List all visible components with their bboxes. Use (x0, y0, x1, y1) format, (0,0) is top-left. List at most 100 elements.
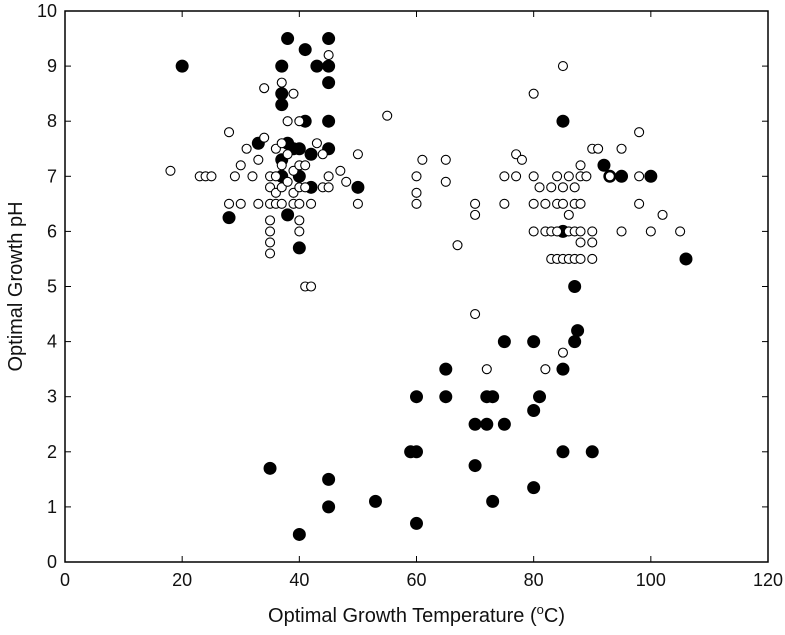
filled-data-point (556, 362, 570, 376)
filled-data-point (439, 362, 453, 376)
filled-data-point (292, 527, 306, 541)
open-data-point (616, 226, 627, 237)
filled-data-point (322, 500, 336, 514)
open-data-point (546, 182, 557, 193)
open-data-point (481, 364, 492, 375)
open-data-point (270, 171, 281, 182)
open-data-point (305, 198, 317, 209)
filled-data-point (322, 472, 336, 486)
filled-data-point (480, 417, 494, 431)
open-data-point (300, 160, 311, 171)
open-data-point (534, 182, 545, 193)
filled-data-point (222, 211, 236, 225)
open-data-point (645, 226, 656, 237)
filled-data-point (281, 32, 295, 46)
filled-data-point (527, 481, 541, 495)
open-data-point (528, 171, 539, 182)
open-data-point (323, 171, 334, 182)
open-data-point (253, 198, 264, 209)
open-data-point (323, 50, 334, 61)
open-data-point (557, 347, 569, 358)
open-data-point (282, 176, 293, 187)
open-data-point (417, 154, 428, 165)
open-data-point (528, 198, 539, 209)
open-data-point (253, 154, 264, 165)
open-data-point (264, 215, 276, 226)
y-tick-label: 9 (47, 56, 57, 76)
open-data-point (569, 182, 580, 193)
open-data-point (675, 226, 686, 237)
open-data-point (581, 171, 592, 182)
open-data-point (288, 88, 299, 99)
filled-data-point (304, 147, 318, 161)
x-tick-label: 40 (289, 570, 309, 590)
filled-data-point (175, 59, 189, 73)
filled-data-point (322, 114, 336, 128)
open-data-point (165, 165, 176, 176)
open-data-point (335, 165, 346, 176)
open-data-point (411, 171, 422, 182)
y-tick-label: 1 (47, 497, 57, 517)
open-data-point (282, 149, 293, 160)
filled-data-point (275, 98, 289, 112)
open-data-point (276, 198, 287, 209)
data-points-layer (165, 32, 693, 541)
filled-data-point (571, 324, 585, 338)
filled-data-point (615, 169, 629, 183)
filled-data-point (486, 494, 500, 508)
open-data-point (294, 198, 305, 209)
y-tick-label: 2 (47, 442, 57, 462)
open-data-point (311, 138, 322, 149)
y-tick-label: 8 (47, 111, 57, 131)
filled-data-point (310, 59, 324, 73)
open-data-point (259, 83, 270, 94)
open-data-point (557, 182, 569, 193)
open-data-point (382, 110, 393, 121)
open-data-point (557, 198, 569, 209)
y-axis-title: Optimal Growth pH (5, 201, 27, 371)
open-data-point (634, 171, 645, 182)
filled-data-point (568, 280, 582, 293)
filled-data-point (281, 208, 295, 222)
open-data-point (552, 171, 563, 182)
filled-data-point (556, 445, 570, 459)
open-data-point (593, 143, 604, 154)
open-data-point (516, 154, 528, 165)
open-data-point (604, 171, 615, 182)
open-data-point (657, 209, 668, 220)
open-data-point (300, 182, 311, 193)
open-data-point (540, 364, 551, 375)
open-data-point (341, 176, 352, 187)
open-data-point (206, 171, 217, 182)
filled-data-point (263, 461, 277, 475)
open-data-point (235, 160, 246, 171)
open-data-point (470, 209, 481, 220)
open-data-point (294, 226, 305, 237)
open-data-point (323, 182, 334, 193)
open-data-point (587, 253, 598, 265)
filled-data-point (322, 76, 336, 90)
filled-data-point (410, 390, 423, 404)
axis-ticks: 0 20 40 60 80 100 120 0 1 2 3 4 5 6 7 8 9 10 (37, 1, 783, 590)
filled-data-point (439, 390, 453, 404)
x-tick-label: 60 (406, 570, 426, 590)
open-data-point (528, 226, 539, 237)
x-tick-label: 100 (636, 570, 666, 590)
filled-data-point (679, 252, 693, 266)
filled-data-point (527, 335, 541, 349)
y-tick-label: 7 (47, 166, 57, 186)
y-tick-label: 0 (47, 552, 57, 572)
open-data-point (540, 198, 551, 209)
x-tick-label: 120 (753, 570, 783, 590)
open-data-point (411, 198, 422, 209)
open-data-point (235, 198, 246, 209)
open-data-point (223, 198, 235, 209)
open-data-point (634, 127, 645, 138)
filled-data-point (468, 459, 482, 473)
open-data-point (499, 198, 510, 209)
filled-data-point (527, 403, 541, 417)
filled-data-point (533, 390, 547, 404)
filled-data-point (597, 158, 611, 172)
filled-data-point (368, 494, 382, 508)
open-data-point (499, 171, 510, 182)
